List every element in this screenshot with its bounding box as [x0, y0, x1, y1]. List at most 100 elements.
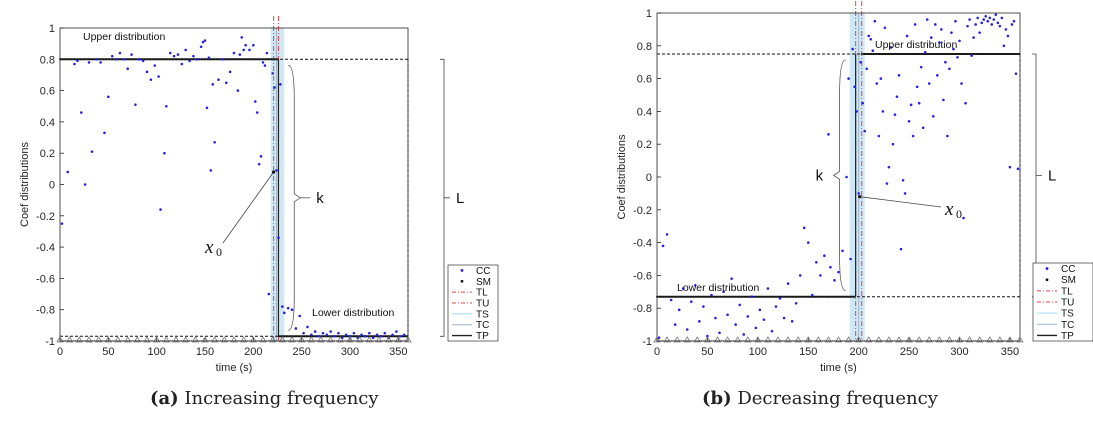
- sm-baseline-point: [989, 340, 991, 342]
- sm-baseline-point: [716, 340, 719, 342]
- sm-point: [1002, 53, 1005, 55]
- sm-baseline-point: [239, 340, 241, 342]
- sm-point: [1012, 53, 1014, 55]
- chart-panel-b: -1 -0.8 -0.6 -0.4 -0.2 0 0.2 0.4 0.6 0.8 1 0 50 100 15…: [616, 1, 1093, 374]
- sm-baseline-point: [962, 340, 965, 342]
- triangle-marker: [365, 336, 374, 343]
- sm-point: [270, 58, 273, 61]
- cc-point: [99, 61, 102, 64]
- sm-baseline-point: [217, 340, 220, 342]
- cc-point: [103, 131, 106, 135]
- triangle-marker: [94, 336, 103, 343]
- cc-point: [806, 241, 810, 244]
- sm-point: [283, 335, 286, 338]
- cc-point: [702, 305, 705, 308]
- sm-baseline-point: [339, 340, 342, 342]
- sm-point: [67, 58, 70, 61]
- sm-point: [719, 295, 722, 298]
- sm-baseline-point: [755, 340, 757, 342]
- sm-baseline-point: [696, 340, 699, 342]
- sm-baseline-point: [192, 340, 195, 342]
- sm-baseline-point: [964, 340, 967, 342]
- cc-point: [205, 106, 209, 110]
- sm-baseline-point: [297, 340, 299, 342]
- triangle-marker: [935, 336, 944, 343]
- sm-point: [948, 53, 951, 55]
- sm-baseline-point: [908, 340, 910, 342]
- sm-baseline-point: [304, 340, 307, 342]
- sm-baseline-point: [229, 340, 231, 342]
- sm-point: [810, 295, 813, 298]
- sm-baseline-point: [904, 340, 906, 342]
- sm-baseline-point: [270, 340, 272, 342]
- cc-point: [968, 18, 971, 21]
- y-tick-label: -0.2: [633, 205, 652, 217]
- sm-baseline-point: [154, 340, 156, 342]
- sm-baseline-point: [870, 340, 872, 342]
- sm-baseline-point: [219, 340, 222, 342]
- cc-point: [786, 282, 790, 285]
- cc-point: [685, 328, 689, 331]
- sm-baseline-point: [896, 340, 898, 342]
- cc-point: [153, 64, 157, 67]
- sm-point: [183, 58, 186, 61]
- sm-baseline-point: [926, 340, 928, 342]
- sm-point: [79, 58, 82, 61]
- cc-point: [879, 77, 883, 80]
- sm-baseline-point: [684, 340, 686, 342]
- cc-point: [76, 59, 79, 63]
- triangle-marker: [804, 336, 812, 343]
- sm-point: [218, 58, 221, 61]
- caption-a: (a) Increasing frequency: [150, 388, 379, 409]
- sm-point: [265, 58, 267, 61]
- sm-baseline-point: [720, 340, 723, 342]
- sm-baseline-point: [884, 340, 886, 342]
- sm-baseline-point: [892, 340, 894, 342]
- sm-baseline-point: [785, 340, 787, 342]
- cc-point: [790, 320, 794, 323]
- sm-point: [140, 58, 143, 61]
- sm-baseline-point: [902, 340, 904, 342]
- sm-point: [277, 335, 280, 338]
- sm-baseline-point: [666, 340, 668, 342]
- sm-baseline-point: [293, 340, 295, 342]
- cc-point: [865, 67, 869, 71]
- sm-baseline-point: [368, 340, 371, 342]
- x-tick-label: 50: [701, 346, 713, 358]
- sm-baseline-point: [231, 340, 233, 342]
- sm-baseline-point: [165, 340, 168, 342]
- sm-baseline-point: [795, 340, 797, 342]
- sm-baseline-point: [386, 340, 388, 342]
- sm-baseline-point: [672, 340, 674, 342]
- triangle-marker: [955, 336, 964, 343]
- sm-point: [863, 53, 866, 55]
- triangle-marker: [875, 336, 883, 343]
- lower-distribution-label: Lower distribution: [677, 282, 759, 294]
- x0-subscript: 0: [216, 245, 222, 259]
- sm-point: [963, 53, 966, 55]
- triangle-marker: [336, 336, 345, 343]
- sm-baseline-point: [664, 340, 666, 342]
- sm-baseline-point: [295, 340, 297, 342]
- sm-point: [315, 335, 318, 338]
- sm-point: [149, 58, 151, 61]
- sm-baseline-point: [163, 340, 166, 342]
- cc-point: [1004, 28, 1008, 31]
- sm-baseline-point: [353, 340, 355, 342]
- sm-baseline-point: [144, 340, 146, 342]
- sm-point: [792, 295, 795, 298]
- sm-point: [93, 58, 96, 61]
- triangle-marker: [854, 336, 863, 343]
- legend-label-tu: TU: [1061, 298, 1074, 309]
- sm-point: [256, 58, 259, 61]
- sm-point: [975, 53, 978, 55]
- sm-baseline-point: [273, 340, 276, 342]
- sm-baseline-point: [837, 340, 840, 342]
- y-tick-label: -0.2: [36, 211, 55, 223]
- sm-baseline-point: [134, 340, 137, 342]
- sm-baseline-point: [299, 340, 301, 342]
- sm-baseline-point: [387, 340, 390, 342]
- sm-point: [942, 53, 945, 55]
- y-tick-label: 0.2: [40, 148, 55, 160]
- sm-baseline-point: [285, 340, 287, 342]
